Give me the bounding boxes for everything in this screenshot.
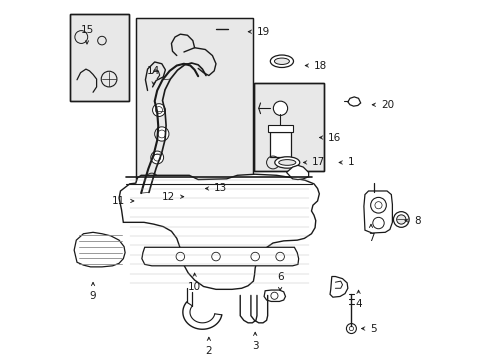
Text: 20: 20 — [380, 100, 393, 110]
Bar — [70, 14, 128, 101]
Text: 8: 8 — [413, 216, 420, 226]
Bar — [198, 180, 216, 191]
Polygon shape — [264, 290, 285, 301]
Text: 19: 19 — [257, 27, 270, 37]
Bar — [254, 84, 324, 171]
Circle shape — [396, 215, 405, 224]
Text: 9: 9 — [89, 291, 96, 301]
Bar — [228, 23, 239, 34]
Text: 2: 2 — [205, 346, 212, 356]
Text: 13: 13 — [214, 184, 227, 193]
Circle shape — [145, 173, 158, 186]
Text: 17: 17 — [311, 157, 325, 167]
Polygon shape — [363, 191, 391, 233]
Polygon shape — [142, 247, 298, 266]
Polygon shape — [286, 165, 308, 180]
Text: 11: 11 — [112, 196, 125, 206]
Text: 10: 10 — [188, 282, 201, 292]
Circle shape — [273, 101, 287, 116]
Circle shape — [152, 104, 165, 117]
Text: 14: 14 — [147, 66, 160, 76]
Polygon shape — [119, 174, 319, 289]
Text: 15: 15 — [80, 25, 93, 35]
Circle shape — [393, 212, 408, 227]
Text: 4: 4 — [354, 299, 361, 309]
Polygon shape — [74, 232, 125, 267]
Text: 5: 5 — [369, 324, 376, 333]
Bar — [180, 186, 194, 194]
Text: 12: 12 — [162, 192, 175, 202]
Text: 18: 18 — [313, 60, 326, 71]
Circle shape — [154, 127, 169, 141]
Bar — [136, 18, 253, 197]
Ellipse shape — [278, 159, 295, 165]
Bar — [269, 132, 290, 157]
Bar — [136, 18, 253, 197]
Text: 6: 6 — [276, 272, 283, 282]
Polygon shape — [347, 97, 360, 106]
Text: 3: 3 — [251, 341, 258, 351]
Ellipse shape — [270, 55, 293, 67]
Polygon shape — [329, 276, 347, 297]
Bar — [267, 125, 293, 132]
Ellipse shape — [274, 157, 299, 168]
Bar — [70, 14, 128, 101]
Text: 1: 1 — [347, 157, 354, 167]
Text: 7: 7 — [367, 233, 373, 243]
Ellipse shape — [274, 58, 289, 64]
Circle shape — [150, 151, 163, 164]
Bar — [254, 84, 324, 171]
Text: 16: 16 — [327, 132, 341, 143]
